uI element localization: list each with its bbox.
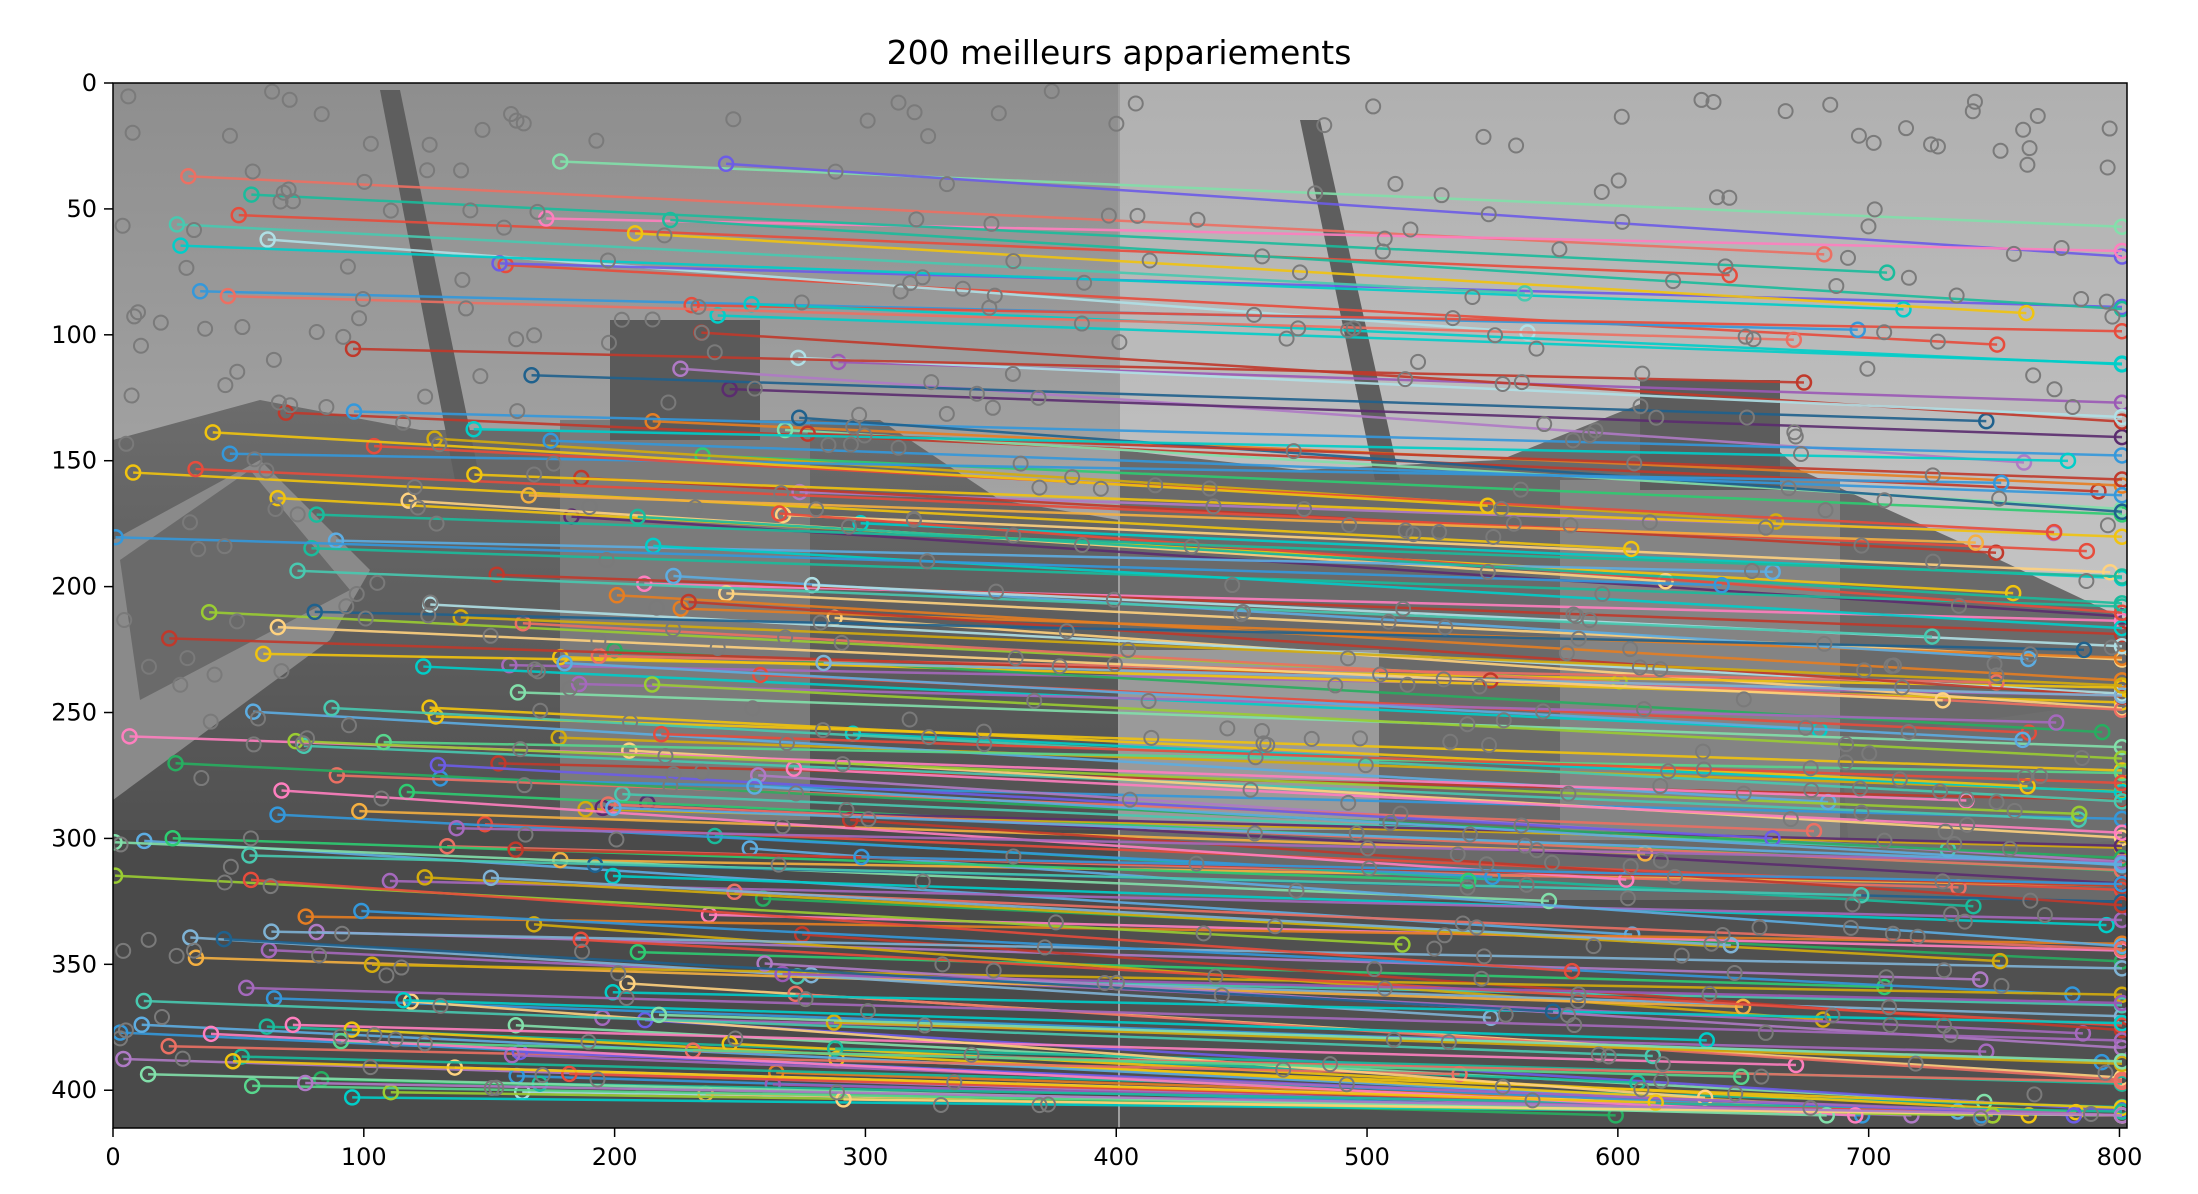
y-tick-label: 200 <box>51 573 97 601</box>
figure-title: 200 meilleurs appariements <box>887 33 1352 72</box>
x-tick-label: 300 <box>843 1143 889 1171</box>
x-tick-label: 100 <box>341 1143 387 1171</box>
y-tick-label: 100 <box>51 321 97 349</box>
y-tick-label: 50 <box>66 195 97 223</box>
x-tick-label: 0 <box>105 1143 120 1171</box>
match-lines <box>113 153 2127 1124</box>
x-tick-label: 700 <box>1846 1143 1892 1171</box>
y-axis: 0 50 100 150 200 250 300 350 400 <box>51 69 113 1104</box>
x-tick-label: 600 <box>1595 1143 1641 1171</box>
y-tick-label: 350 <box>51 950 97 978</box>
axes-frame <box>112 82 2128 1129</box>
y-tick-label: 150 <box>51 447 97 475</box>
x-axis: 0 100 200 300 400 500 600 700 800 <box>105 1128 2142 1171</box>
x-tick-label: 200 <box>592 1143 638 1171</box>
x-tick-label: 500 <box>1344 1143 1390 1171</box>
y-tick-label: 250 <box>51 699 97 727</box>
x-tick-label: 800 <box>2097 1143 2143 1171</box>
keypoint-markers <box>113 83 2121 1127</box>
x-tick-label: 400 <box>1093 1143 1139 1171</box>
y-tick-label: 0 <box>82 69 97 97</box>
photo-pair <box>113 83 2127 1128</box>
y-tick-label: 400 <box>51 1076 97 1104</box>
y-tick-label: 300 <box>51 824 97 852</box>
